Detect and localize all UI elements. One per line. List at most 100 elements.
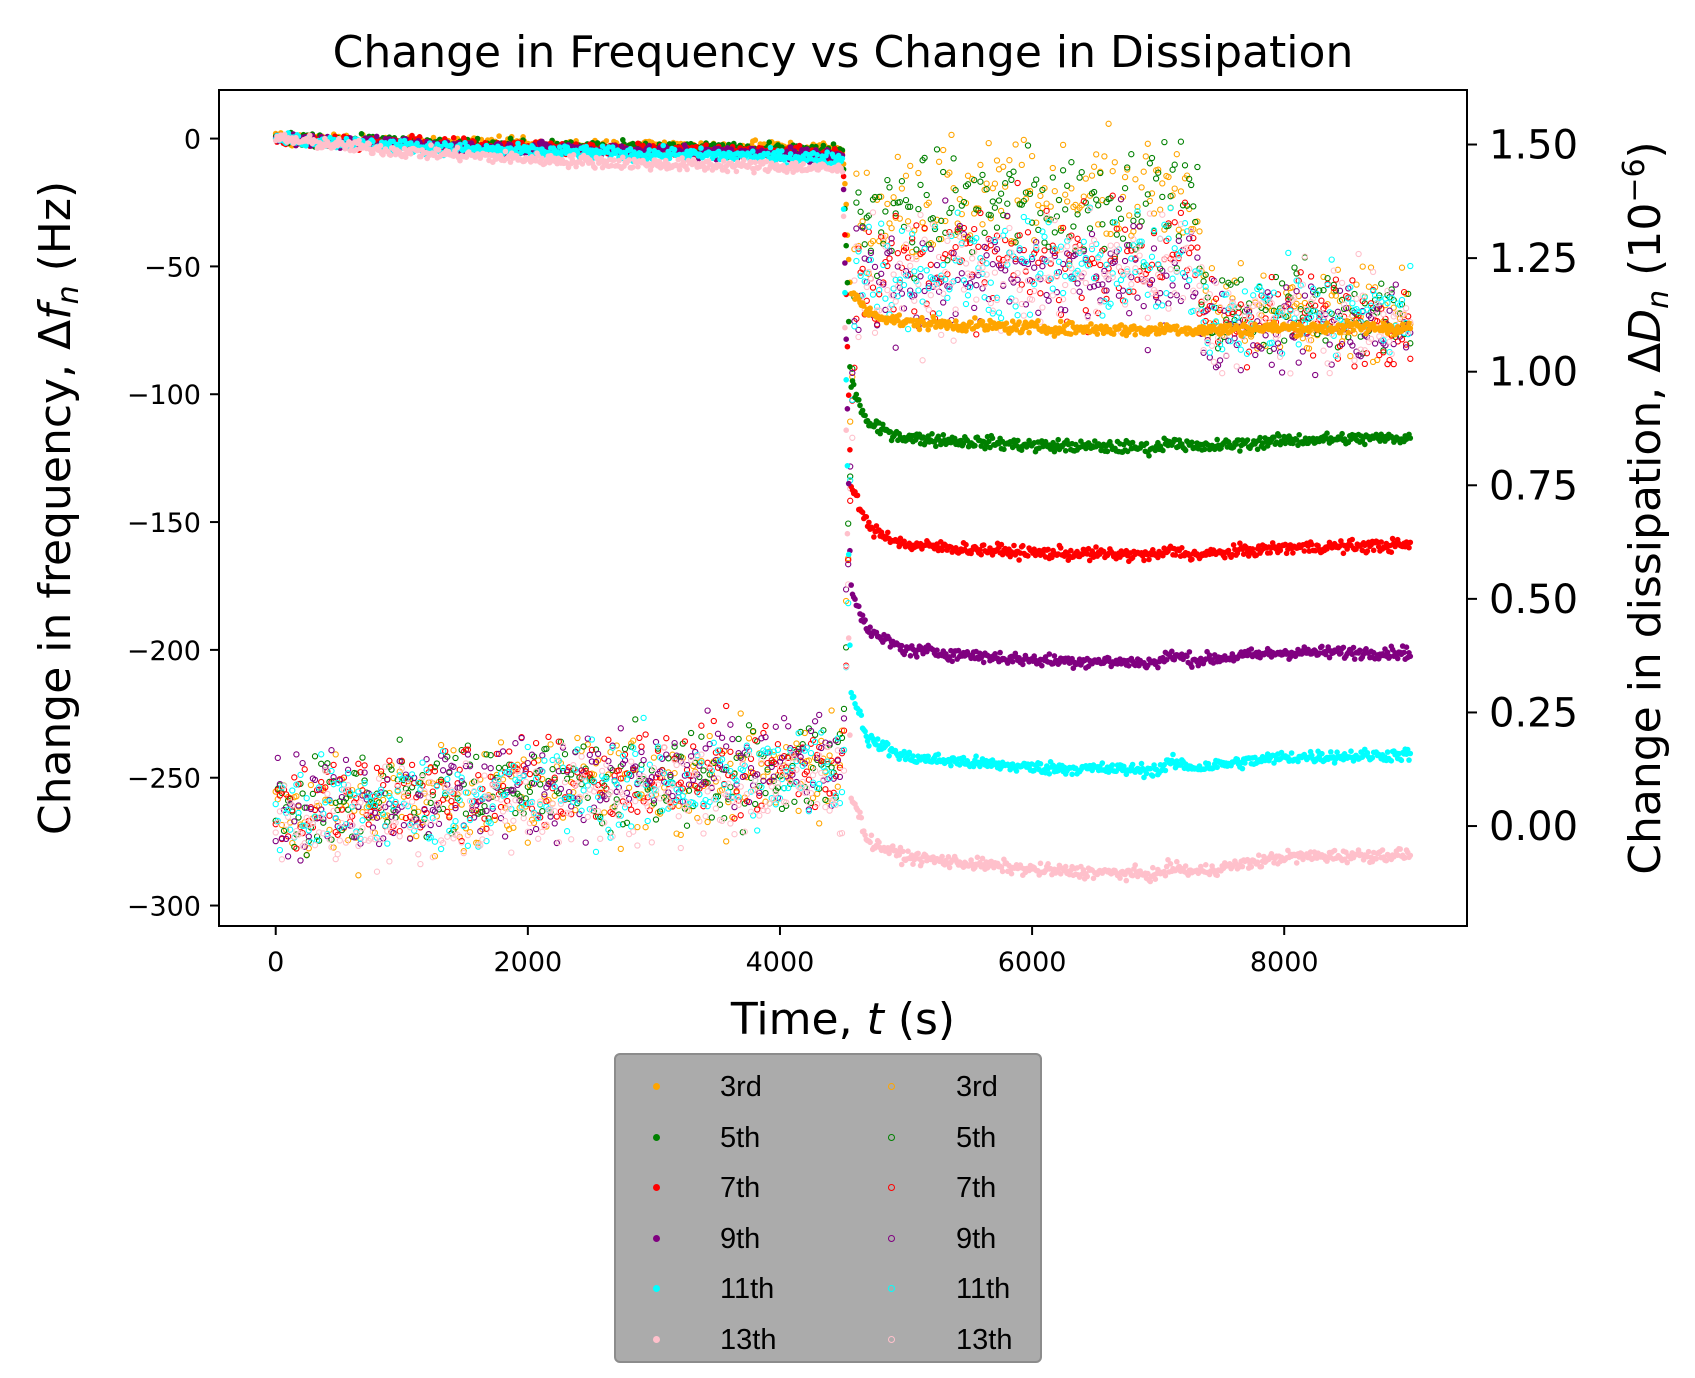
dissipation-point: [1001, 164, 1006, 169]
dissipation-point: [463, 811, 468, 816]
dissipation-point: [1063, 207, 1068, 212]
dissipation-point: [275, 755, 280, 760]
dissipation-point: [410, 762, 415, 767]
frequency-point: [1016, 319, 1022, 325]
dissipation-point: [872, 330, 877, 335]
dissipation-point: [645, 818, 650, 823]
dissipation-point: [912, 269, 917, 274]
dissipation-point: [999, 191, 1004, 196]
dissipation-point: [974, 283, 979, 288]
dissipation-point: [1114, 232, 1119, 237]
dissipation-point: [534, 826, 539, 831]
dissipation-point: [1348, 354, 1353, 359]
dissipation-point: [488, 830, 493, 835]
dissipation-point: [1251, 293, 1256, 298]
dissipation-point: [1129, 282, 1134, 287]
frequency-point: [1144, 441, 1150, 447]
dissipation-point: [633, 717, 638, 722]
dissipation-point: [633, 751, 638, 756]
dissipation-point: [730, 737, 735, 742]
dissipation-point: [432, 839, 437, 844]
frequency-point: [847, 364, 853, 370]
dissipation-point: [945, 238, 950, 243]
dissipation-point: [916, 207, 921, 212]
dissipation-point: [1100, 313, 1105, 318]
dissipation-point: [1371, 269, 1376, 274]
dissipation-point: [794, 741, 799, 746]
frequency-point: [1174, 323, 1180, 329]
frequency-point: [1408, 326, 1414, 332]
dissipation-point: [1211, 359, 1216, 364]
dissipation-point: [965, 293, 970, 298]
dissipation-point: [1292, 265, 1297, 270]
dissipation-point: [1197, 283, 1202, 288]
dissipation-point: [903, 198, 908, 203]
dissipation-point: [525, 744, 530, 749]
dissipation-point: [304, 796, 309, 801]
dissipation-point: [1160, 212, 1165, 217]
dissipation-point: [1282, 338, 1287, 343]
dissipation-point: [906, 219, 911, 224]
frequency-point: [953, 318, 959, 324]
dissipation-point: [629, 824, 634, 829]
dissipation-point: [602, 810, 607, 815]
dissipation-point: [1172, 220, 1177, 225]
dissipation-point: [856, 190, 861, 195]
dissipation-point: [848, 419, 853, 424]
dissipation-point: [583, 840, 588, 845]
dissipation-point: [1042, 248, 1047, 253]
dissipation-point: [988, 280, 993, 285]
dissipation-point: [736, 736, 741, 741]
dissipation-point: [990, 262, 995, 267]
dissipation-point: [994, 225, 999, 230]
frequency-point: [1160, 448, 1166, 454]
dissipation-point: [1011, 169, 1016, 174]
dissipation-point: [1162, 140, 1167, 145]
dissipation-point: [920, 358, 925, 363]
dissipation-point: [449, 799, 454, 804]
dissipation-point: [918, 212, 923, 217]
dissipation-point: [1061, 142, 1066, 147]
dissipation-point: [1050, 286, 1055, 291]
dissipation-point: [984, 261, 989, 266]
dissipation-point: [1141, 304, 1146, 309]
dissipation-point: [329, 748, 334, 753]
dissipation-point: [949, 132, 954, 137]
dissipation-point: [941, 262, 946, 267]
dissipation-point: [858, 273, 863, 278]
dissipation-point: [1350, 301, 1355, 306]
dissipation-point: [1133, 266, 1138, 271]
frequency-point: [1063, 448, 1069, 454]
dissipation-point: [1032, 182, 1037, 187]
dissipation-point: [678, 845, 683, 850]
dissipation-point: [990, 199, 995, 204]
dissipation-point: [786, 759, 791, 764]
dissipation-point: [1044, 292, 1049, 297]
dissipation-point: [527, 772, 532, 777]
frequency-point: [851, 382, 857, 388]
dissipation-point: [883, 296, 888, 301]
dissipation-point: [817, 712, 822, 717]
dissipation-point: [1311, 353, 1316, 358]
dissipation-point: [1309, 274, 1314, 279]
dissipation-point: [627, 785, 632, 790]
dissipation-point: [1387, 339, 1392, 344]
dissipation-point: [1052, 230, 1057, 235]
dissipation-point: [1170, 276, 1175, 281]
dissipation-point: [941, 147, 946, 152]
dissipation-point: [1408, 356, 1413, 361]
frequency-point: [1095, 331, 1101, 337]
dissipation-point: [1079, 261, 1084, 266]
dissipation-point: [525, 761, 530, 766]
dissipation-point: [1238, 277, 1243, 282]
frequency-point: [1189, 440, 1195, 446]
dissipation-point: [1160, 303, 1165, 308]
dissipation-point: [1234, 364, 1239, 369]
dissipation-point: [298, 772, 303, 777]
dissipation-point: [916, 170, 921, 175]
dissipation-point: [864, 170, 869, 175]
dissipation-point: [286, 854, 291, 859]
dissipation-point: [937, 159, 942, 164]
dissipation-point: [854, 226, 859, 231]
dissipation-point: [387, 859, 392, 864]
